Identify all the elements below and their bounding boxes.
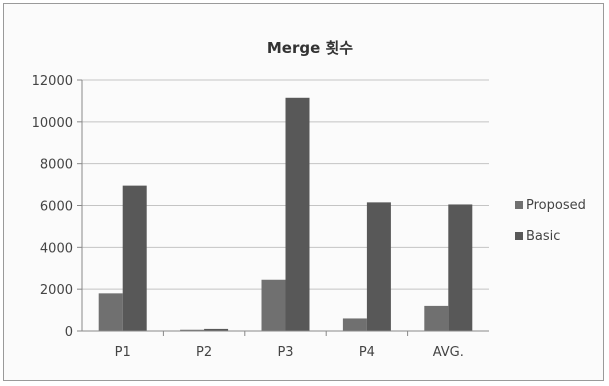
bar-basic-p3 xyxy=(285,97,310,331)
chart-title: Merge 횟수 xyxy=(267,39,353,57)
y-tick-label: 4000 xyxy=(40,241,73,256)
legend-label-proposed: Proposed xyxy=(526,198,586,213)
x-tick-label: AVG. xyxy=(433,345,464,360)
legend-label-basic: Basic xyxy=(526,229,560,244)
y-tick-label: 12000 xyxy=(32,74,73,89)
y-tick-label: 8000 xyxy=(40,158,73,173)
x-axis: P1 P2 P3 P4 AVG. xyxy=(82,330,489,360)
legend-swatch-basic xyxy=(515,232,523,240)
x-tick-label: P1 xyxy=(115,345,131,360)
bar-basic-avg xyxy=(448,204,473,331)
bar-basic-p1 xyxy=(122,185,147,331)
y-axis: 0 2000 4000 6000 8000 10000 12000 xyxy=(32,74,83,340)
bar-proposed-p1 xyxy=(98,293,123,331)
bar-basic-p4 xyxy=(366,202,391,331)
x-tick-label: P2 xyxy=(196,345,212,360)
bar-proposed-p3 xyxy=(261,279,286,331)
y-tick-label: 6000 xyxy=(40,200,73,215)
legend-swatch-proposed xyxy=(515,201,523,209)
y-tick-label: 0 xyxy=(65,325,73,340)
bars xyxy=(98,97,473,331)
x-tick-label: P4 xyxy=(359,345,375,360)
chart-frame: Merge 횟수 0 2000 4000 6000 8000 10000 12000 P1 P… xyxy=(3,3,604,381)
bar-proposed-avg xyxy=(424,305,449,331)
bar-proposed-p2 xyxy=(180,329,205,331)
legend: Proposed Basic xyxy=(515,198,586,244)
y-tick-label: 2000 xyxy=(40,283,73,298)
y-tick-label: 10000 xyxy=(32,116,73,131)
bar-proposed-p4 xyxy=(342,318,367,331)
bar-basic-p2 xyxy=(204,328,229,331)
x-tick-label: P3 xyxy=(277,345,293,360)
